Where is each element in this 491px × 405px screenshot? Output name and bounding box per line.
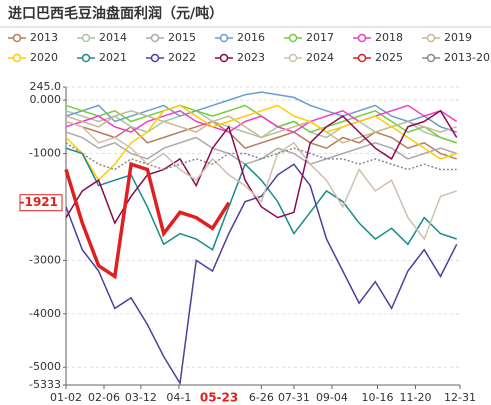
legend-label: 2021 <box>99 51 127 64</box>
series-line <box>65 104 457 182</box>
legend-marker <box>426 33 436 43</box>
y-tick-label: 0.000 <box>30 93 62 106</box>
x-tick-label: 02-06 <box>88 391 120 404</box>
legend-marker <box>150 33 160 43</box>
legend-label: 2024 <box>306 51 334 64</box>
y-tick-label: -5000 <box>29 360 61 373</box>
legend-marker <box>357 33 367 43</box>
legend-marker <box>81 33 91 43</box>
series-line <box>65 131 457 166</box>
legend-label: 2014 <box>99 31 127 44</box>
series-line <box>65 91 457 133</box>
legend-marker <box>81 53 91 63</box>
y-tick-label: -4000 <box>29 307 61 320</box>
legend-label: 2015 <box>168 31 196 44</box>
legend-label: 2018 <box>375 31 403 44</box>
series-line <box>65 104 458 133</box>
series-line <box>65 109 458 225</box>
legend-label: 2023 <box>237 51 265 64</box>
legend-label: 2019 <box>444 31 472 44</box>
x-tick-label: 01-02 <box>50 391 82 404</box>
legend-label: 2013 <box>30 31 58 44</box>
legend-label: 2022 <box>168 51 196 64</box>
series-line <box>65 163 458 386</box>
legend-marker <box>12 53 22 63</box>
x-tick-label: 11-20 <box>400 391 432 404</box>
x-tick-label: 12-31 <box>444 391 476 404</box>
legend-marker <box>357 53 367 63</box>
series-line <box>65 120 457 241</box>
series-line <box>64 161 231 280</box>
y-tick-label: -1000 <box>29 147 61 160</box>
legend-marker <box>219 53 229 63</box>
legend-marker <box>426 53 436 63</box>
x-tick-label: 04-1 <box>166 391 191 404</box>
legend-marker <box>219 33 229 43</box>
x-tick-label: 6-26 <box>249 391 274 404</box>
current-value-box <box>19 194 63 212</box>
legend-label: 2016 <box>237 31 265 44</box>
legend-label: 2025 <box>375 51 403 64</box>
current-value-label: -1921 <box>20 195 58 209</box>
x-tick-label: 03-12 <box>125 391 157 404</box>
chart-title: 进口巴西毛豆油盘面利润（元/吨） <box>8 5 223 22</box>
legend-marker <box>12 33 22 43</box>
legend-label: 2013-2024均值 <box>444 51 491 64</box>
x-tick-label: 07-31 <box>278 391 310 404</box>
y-tick-label: -3000 <box>29 253 61 266</box>
legend-marker <box>150 53 160 63</box>
y-tick-label: 245.0 <box>30 80 62 93</box>
current-date-label: 05-23 <box>200 391 238 405</box>
x-tick-label: 09-04 <box>316 391 348 404</box>
legend-marker <box>288 33 298 43</box>
legend-marker <box>288 53 298 63</box>
y-tick-label: -5333 <box>29 378 61 391</box>
legend-label: 2017 <box>306 31 334 44</box>
x-tick-label: 10-16 <box>362 391 394 404</box>
legend-label: 2020 <box>30 51 58 64</box>
